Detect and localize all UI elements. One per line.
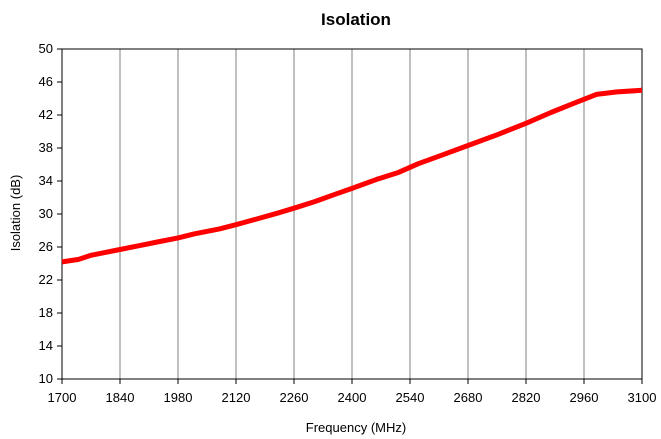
y-tick-label: 38 (39, 140, 53, 155)
y-tick-label: 26 (39, 239, 53, 254)
chart-title: Isolation (321, 10, 391, 29)
x-tick-label: 2260 (280, 390, 309, 405)
x-tick-label: 2120 (222, 390, 251, 405)
x-tick-label: 2540 (396, 390, 425, 405)
y-tick-label: 22 (39, 272, 53, 287)
x-tick-label: 2400 (338, 390, 367, 405)
x-tick-label: 1980 (164, 390, 193, 405)
y-axis-label: Isolation (dB) (8, 175, 23, 252)
axes: 10 14 18 22 26 30 34 38 42 46 50 1700 1840 1980 2120 22… (39, 41, 657, 405)
x-tick-label: 2820 (512, 390, 541, 405)
gridlines (119, 49, 585, 379)
y-tick-label: 10 (39, 371, 53, 386)
x-tick-label: 3100 (628, 390, 657, 405)
y-tick-label: 30 (39, 206, 53, 221)
y-tick-label: 14 (39, 338, 53, 353)
x-tick-label: 1840 (106, 390, 135, 405)
x-tick-label: 2680 (454, 390, 483, 405)
series-layer (61, 87, 643, 265)
series-line (61, 87, 643, 265)
y-tick-label: 50 (39, 41, 53, 56)
x-tick-label: 1700 (48, 390, 77, 405)
y-tick-label: 42 (39, 107, 53, 122)
y-tick-label: 18 (39, 305, 53, 320)
x-tick-label: 2960 (570, 390, 599, 405)
x-axis-label: Frequency (MHz) (306, 420, 406, 435)
y-tick-label: 46 (39, 74, 53, 89)
y-tick-label: 34 (39, 173, 53, 188)
